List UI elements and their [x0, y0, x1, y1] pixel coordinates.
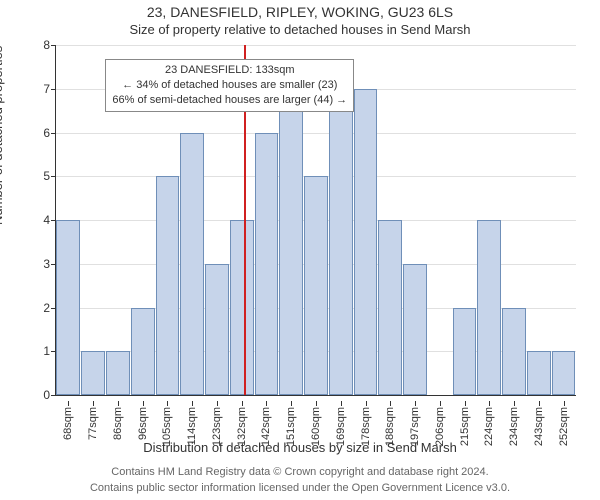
y-tick-label: 6 [43, 126, 56, 140]
x-tick-label: 169sqm [335, 407, 347, 446]
histogram-chart: 23, DANESFIELD, RIPLEY, WOKING, GU23 6LS… [0, 0, 600, 500]
bar [56, 220, 80, 395]
bar [230, 220, 254, 395]
x-tick-label: 178sqm [360, 407, 372, 446]
bar [453, 308, 477, 396]
footer-hmlr: Contains HM Land Registry data © Crown c… [0, 466, 600, 478]
footer-ogl: Contains public sector information licen… [0, 482, 600, 494]
bar [131, 308, 155, 396]
x-tick-label: 77sqm [87, 407, 99, 440]
bar [255, 133, 279, 396]
x-tick-label: 105sqm [161, 407, 173, 446]
bar [106, 351, 130, 395]
gridline [56, 133, 576, 134]
bar [156, 176, 180, 395]
annotation-box: 23 DANESFIELD: 133sqm← 34% of detached h… [105, 59, 354, 112]
annotation-line-3: 66% of semi-detached houses are larger (… [112, 93, 347, 108]
y-tick-label: 3 [43, 257, 56, 271]
bar [403, 264, 427, 395]
bar [81, 351, 105, 395]
bar [378, 220, 402, 395]
x-tick-label: 151sqm [285, 407, 297, 446]
x-tick-label: 86sqm [112, 407, 124, 440]
x-tick-label: 160sqm [310, 407, 322, 446]
x-tick-label: 197sqm [409, 407, 421, 446]
annotation-line-1: 23 DANESFIELD: 133sqm [112, 63, 347, 78]
x-tick-label: 243sqm [533, 407, 545, 446]
bar [304, 176, 328, 395]
x-tick-label: 142sqm [260, 407, 272, 446]
bar [329, 89, 353, 395]
x-tick-label: 96sqm [137, 407, 149, 440]
y-tick-label: 7 [43, 82, 56, 96]
bar [477, 220, 501, 395]
y-tick-label: 2 [43, 301, 56, 315]
gridline [56, 45, 576, 46]
x-tick-label: 132sqm [236, 407, 248, 446]
bar [279, 89, 303, 395]
bar [552, 351, 576, 395]
bar [354, 89, 378, 395]
y-tick-label: 8 [43, 38, 56, 52]
annotation-line-2: ← 34% of detached houses are smaller (23… [112, 78, 347, 93]
chart-subtitle: Size of property relative to detached ho… [0, 22, 600, 37]
bar [527, 351, 551, 395]
x-tick-label: 188sqm [384, 407, 396, 446]
y-tick-label: 0 [43, 388, 56, 402]
plot-area: 01234567868sqm77sqm86sqm96sqm105sqm114sq… [55, 45, 576, 396]
x-tick-label: 206sqm [434, 407, 446, 446]
x-tick-label: 234sqm [508, 407, 520, 446]
x-tick-label: 215sqm [459, 407, 471, 446]
bar [502, 308, 526, 396]
x-tick-label: 252sqm [558, 407, 570, 446]
bar [205, 264, 229, 395]
x-tick-label: 114sqm [186, 407, 198, 445]
y-tick-label: 4 [43, 213, 56, 227]
bar [180, 133, 204, 396]
x-tick-label: 123sqm [211, 407, 223, 446]
y-tick-label: 5 [43, 169, 56, 183]
y-axis-label: Number of detached properties [0, 46, 5, 225]
x-tick-label: 68sqm [62, 407, 74, 440]
chart-title: 23, DANESFIELD, RIPLEY, WOKING, GU23 6LS [0, 4, 600, 20]
y-tick-label: 1 [43, 344, 56, 358]
x-tick-label: 224sqm [483, 407, 495, 446]
